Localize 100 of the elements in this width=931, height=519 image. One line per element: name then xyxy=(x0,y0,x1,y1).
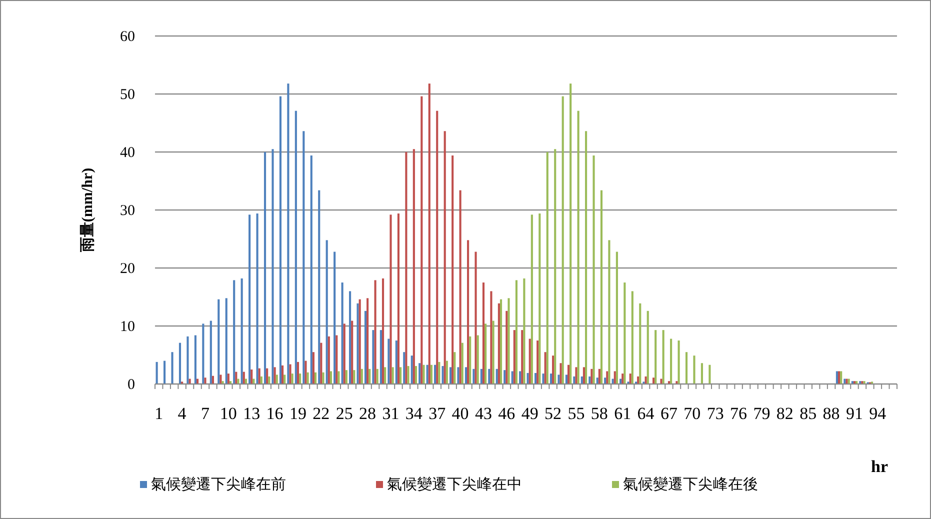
bar xyxy=(434,364,436,384)
x-tick-label: 43 xyxy=(474,404,492,423)
bar xyxy=(326,240,328,384)
bar xyxy=(464,367,467,384)
bar xyxy=(616,252,618,384)
bar xyxy=(353,370,356,384)
bar xyxy=(442,366,444,384)
x-tick-label: 7 xyxy=(200,404,210,423)
bar xyxy=(220,374,222,384)
bar xyxy=(622,374,624,384)
bar xyxy=(388,338,390,384)
bar xyxy=(392,367,394,384)
bar xyxy=(314,372,317,384)
bar xyxy=(336,335,338,384)
bar xyxy=(276,374,278,384)
bar xyxy=(218,299,220,384)
x-tick-label: 19 xyxy=(289,404,306,423)
bar xyxy=(526,372,529,384)
bar xyxy=(351,320,354,384)
bar xyxy=(700,363,703,384)
bar xyxy=(580,376,583,384)
x-tick-label: 25 xyxy=(336,404,353,423)
bar xyxy=(186,336,189,384)
x-tick-label: 94 xyxy=(869,404,887,423)
bar xyxy=(258,368,260,384)
bar xyxy=(538,213,541,384)
bar xyxy=(536,340,539,384)
y-tick-label: 40 xyxy=(120,145,135,161)
bar xyxy=(418,363,421,384)
bar xyxy=(194,335,196,384)
bar xyxy=(476,335,479,384)
bar xyxy=(608,240,610,384)
bar xyxy=(646,310,649,384)
bar xyxy=(212,376,214,384)
bar xyxy=(596,378,598,384)
bar xyxy=(444,131,446,384)
y-axis-title: 雨量(mm/hr) xyxy=(79,168,96,254)
bar xyxy=(670,338,672,384)
bar xyxy=(430,364,432,384)
x-tick-label: 4 xyxy=(178,404,187,423)
bar xyxy=(606,371,608,384)
bar xyxy=(498,303,500,384)
bar xyxy=(461,342,464,384)
bar xyxy=(296,362,300,384)
x-tick-label: 37 xyxy=(428,404,446,423)
legend-label: 氣候變遷下尖峰在中 xyxy=(387,476,522,493)
bar xyxy=(582,367,585,384)
bar xyxy=(374,280,376,384)
x-tick-label: 70 xyxy=(684,404,701,423)
bar xyxy=(202,324,204,384)
bar xyxy=(272,149,274,384)
bar xyxy=(474,252,477,384)
bar xyxy=(542,374,544,384)
bar xyxy=(341,282,344,384)
bar xyxy=(544,352,546,384)
bar xyxy=(178,342,182,384)
y-tick-label: 10 xyxy=(120,319,135,335)
bar xyxy=(604,378,606,384)
x-tick-label: 46 xyxy=(498,404,516,423)
x-tick-label: 1 xyxy=(154,404,164,423)
bar xyxy=(662,330,664,384)
bar xyxy=(274,367,276,384)
bar xyxy=(380,330,382,384)
bar xyxy=(546,152,548,384)
x-tick-label: 28 xyxy=(359,404,376,423)
bar xyxy=(376,368,378,384)
x-tick-label: 88 xyxy=(822,404,840,423)
bar xyxy=(233,280,236,384)
y-tick-label: 0 xyxy=(128,377,135,393)
bar xyxy=(482,282,485,384)
bar xyxy=(552,356,554,384)
bar xyxy=(513,330,516,384)
x-tick-label: 31 xyxy=(382,404,400,423)
bar xyxy=(614,371,616,384)
bar xyxy=(372,330,374,384)
bar xyxy=(457,367,460,384)
bar xyxy=(452,155,454,384)
bar xyxy=(310,155,312,384)
x-tick-label: 52 xyxy=(544,404,562,423)
bar xyxy=(426,364,428,384)
bar xyxy=(573,376,576,384)
bar xyxy=(472,368,475,384)
bar xyxy=(660,378,662,384)
bar xyxy=(171,352,174,384)
bar xyxy=(588,376,591,384)
bar xyxy=(368,368,371,384)
bar xyxy=(322,372,324,384)
bar xyxy=(210,320,212,384)
bar xyxy=(598,368,600,384)
bar xyxy=(400,367,402,384)
bar xyxy=(558,374,560,384)
bar xyxy=(414,366,418,384)
bar xyxy=(459,190,462,384)
x-tick-label: 16 xyxy=(266,404,284,423)
bar xyxy=(390,214,392,384)
bar xyxy=(508,298,510,384)
bar xyxy=(227,374,230,384)
bar xyxy=(291,374,294,384)
bar xyxy=(490,291,492,384)
y-tick-label: 20 xyxy=(120,261,135,277)
